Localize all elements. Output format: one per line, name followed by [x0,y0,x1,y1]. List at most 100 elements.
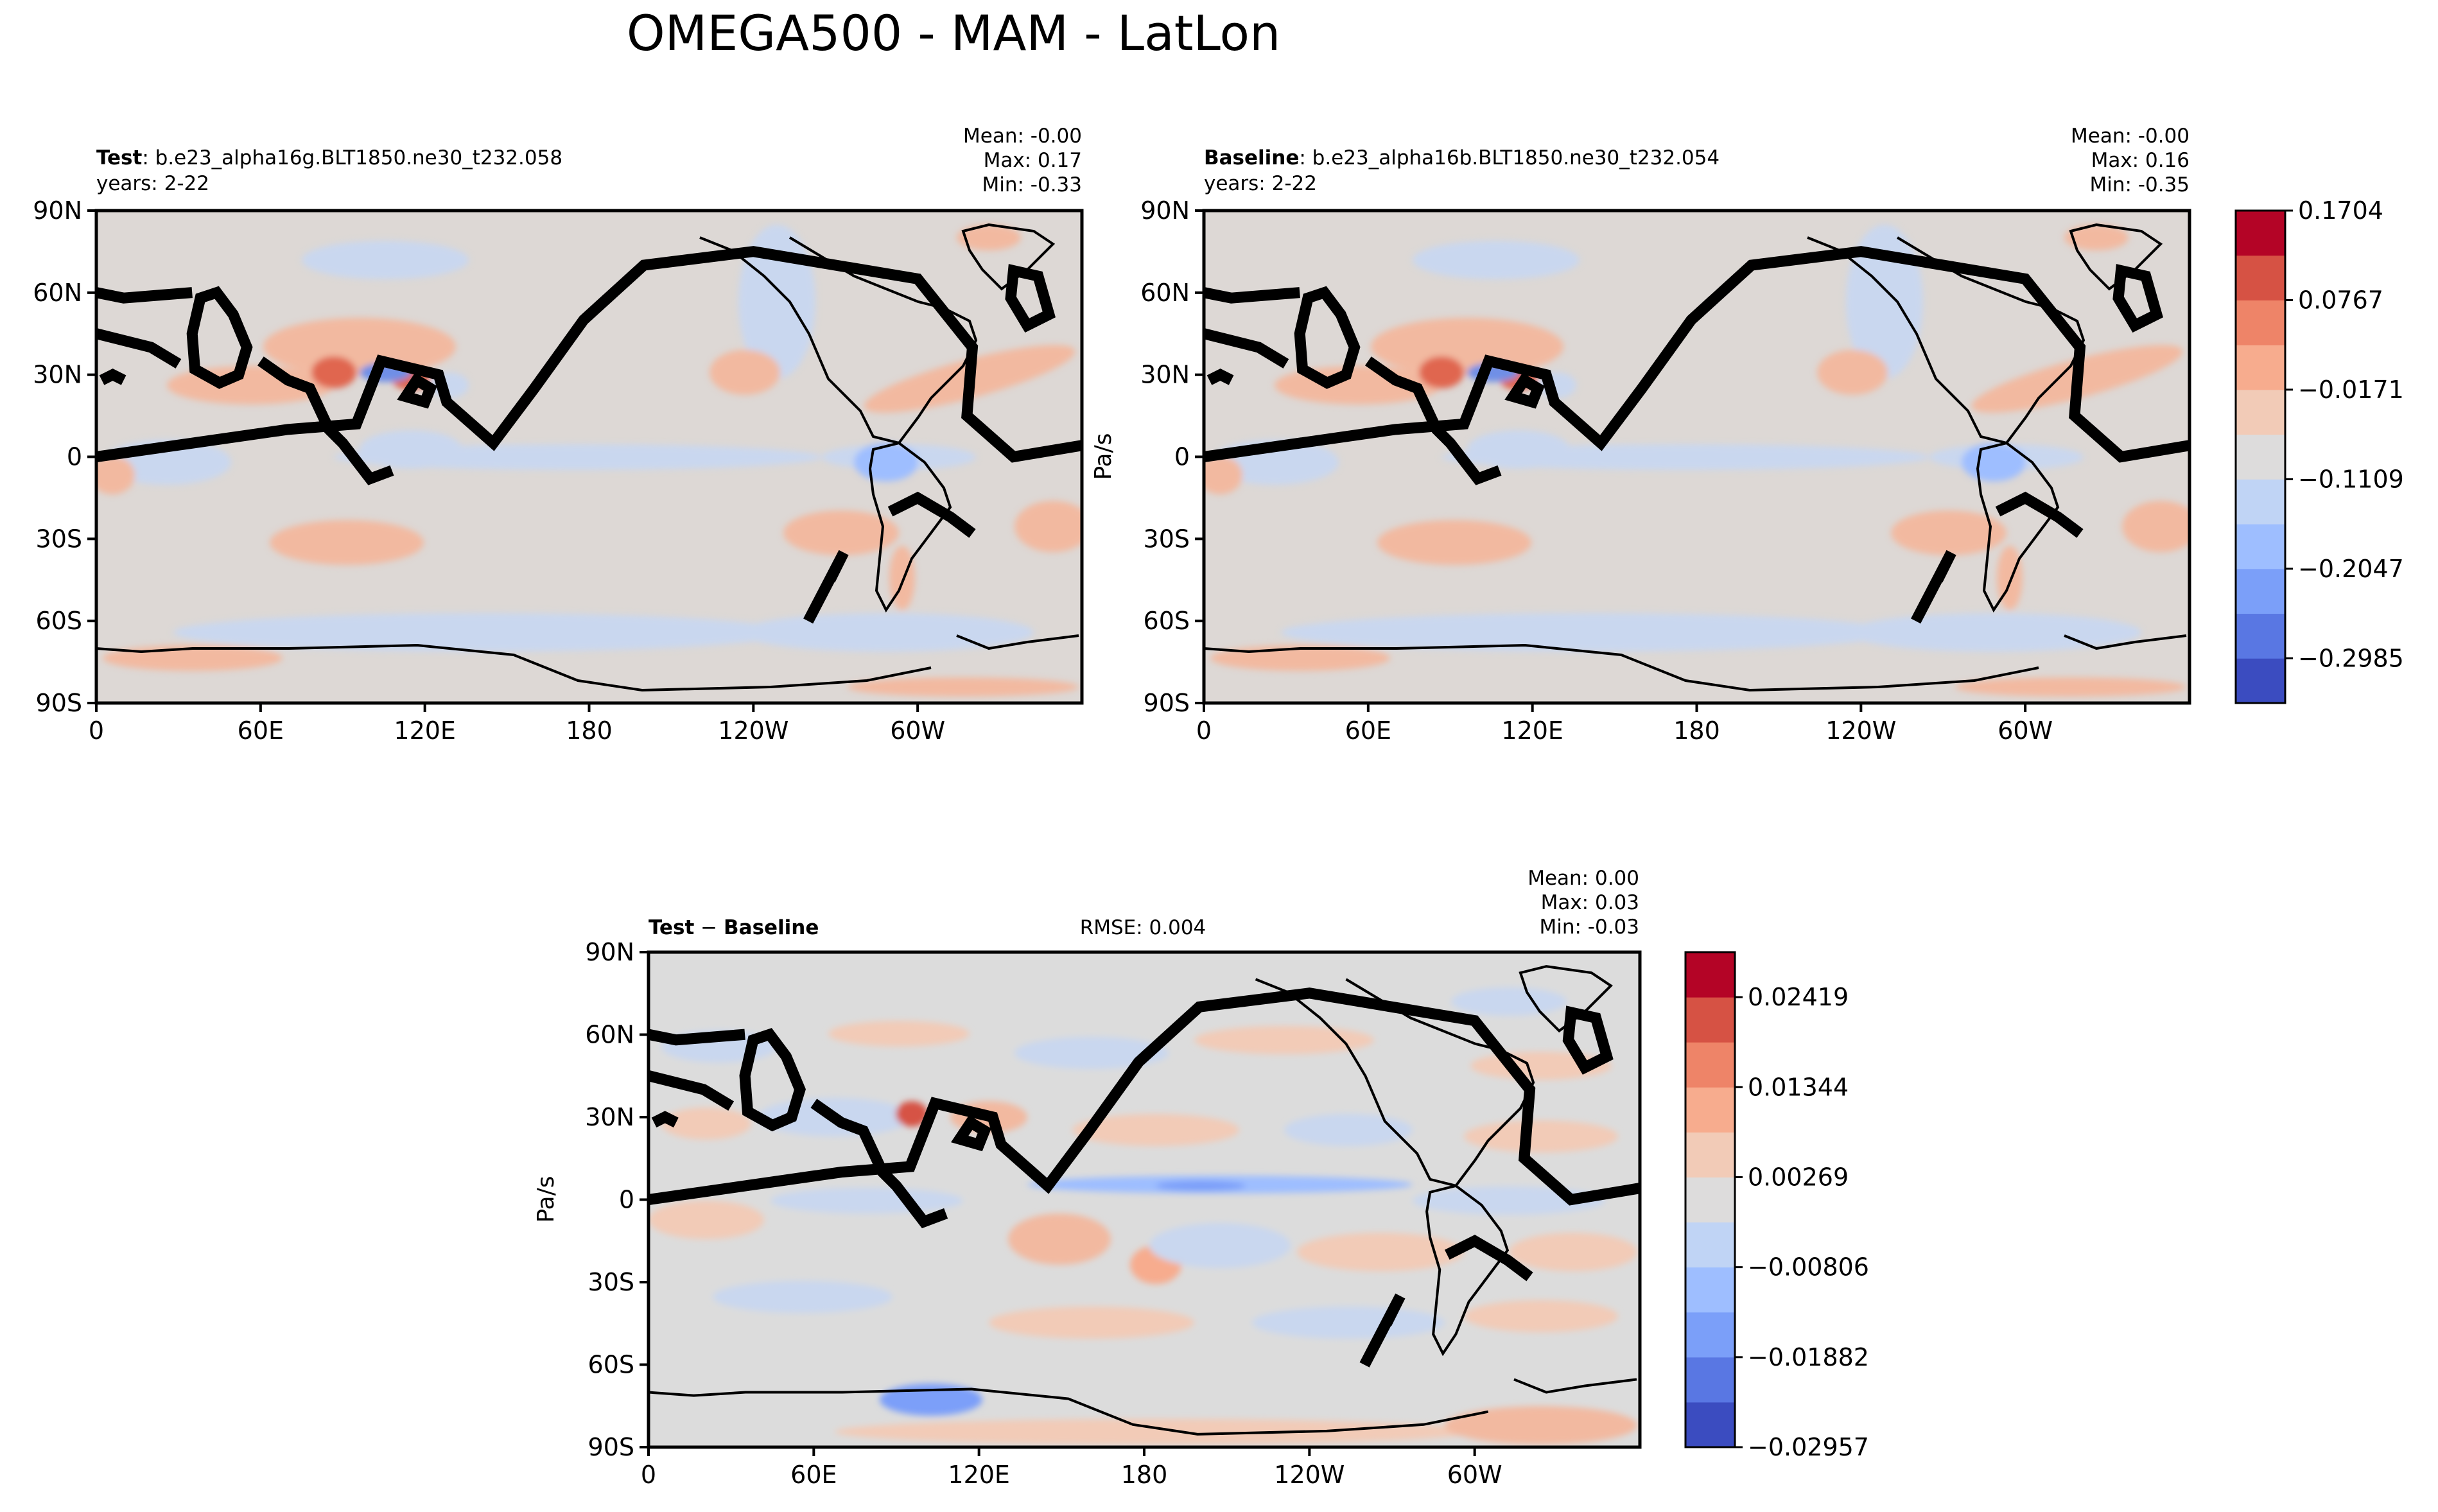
panel-baseline-x-ticks: 0 60E 120E 180 120W 60W [1196,703,2053,745]
panel-baseline-ylabel: Pa/s [1090,433,1117,480]
y-tick-label: 90N [1140,196,1190,225]
panel-diff-map [649,952,1640,1447]
x-tick-label: 180 [566,717,613,745]
y-tick-label: 0 [1174,443,1190,471]
colorbar-bin [2236,524,2285,569]
x-tick-label: 0 [89,717,104,745]
y-tick-label: 90S [588,1433,634,1461]
colorbar-tick-label: 0.02419 [1748,983,1849,1011]
panel-baseline: Baseline: b.e23_alpha16b.BLT1850.ne30_t2… [1090,125,2191,745]
panel-diff-mean: Mean: 0.00 [1528,867,1639,890]
colorbar-bin [1685,1087,1735,1133]
x-tick-label: 60E [1345,717,1391,745]
panel-diff-label-a: Test [649,916,695,939]
x-tick-label: 120E [1501,717,1563,745]
y-tick-label: 30N [585,1103,634,1131]
panel-test-x-ticks: 0 60E 120E 180 120W 60W [89,703,945,745]
panel-baseline-map [1204,211,2190,703]
colorbar-tick-label: −0.2985 [2298,644,2404,672]
colorbar-diff: 0.02419 0.01344 0.00269 −0.00806 −0.01882 −0.… [1684,951,1869,1461]
x-tick-label: 60W [1998,717,2053,745]
y-tick-label: 30N [33,361,82,389]
figure-title: OMEGA500 - MAM - LatLon [627,4,1280,62]
colorbar-bin [1685,1357,1735,1403]
colorbar-tick-label: −0.2047 [2298,555,2404,583]
y-tick-label: 60S [36,607,82,635]
x-tick-label: 180 [1673,717,1720,745]
colorbar-bin [2236,389,2285,435]
colorbar-frame [1684,951,1736,1448]
colorbar-tick-label: 0.1704 [2298,196,2383,225]
x-tick-label: 120E [394,717,456,745]
x-tick-label: 0 [1196,717,1212,745]
panel-baseline-max: Max: 0.16 [2091,149,2190,172]
colorbar-bin [2236,434,2285,480]
panel-diff-label-sep: − [694,916,724,939]
panel-diff-max: Max: 0.03 [1541,891,1639,914]
colorbar-bin [1685,1402,1735,1448]
colorbar-bin [1685,1222,1735,1268]
colorbar-bin [1685,952,1735,998]
y-tick-label: 60N [33,279,82,307]
colorbar-tick-label: 0.0767 [2298,286,2383,314]
panel-test-label-rest: : b.e23_alpha16g.BLT1850.ne30_t232.058 [142,146,562,169]
panel-baseline-americas [1204,223,2187,692]
y-tick-label: 60N [1140,279,1190,307]
panel-baseline-years: years: 2-22 [1204,172,1317,195]
panel-test-y-ticks: 90N 60N 30N 0 30S 60S 90S [33,196,96,717]
panel-diff-y-ticks: 90N 60N 30N 0 30S 60S 90S [585,938,649,1461]
colorbar-bin [1685,997,1735,1043]
panel-test-min: Min: -0.33 [982,173,1082,196]
colorbar-bin [1685,1267,1735,1313]
y-tick-label: 90N [33,196,82,225]
panel-diff-rmse: RMSE: 0.004 [1080,916,1206,939]
x-tick-label: 0 [641,1461,656,1489]
panel-test-map [96,211,1082,703]
y-tick-label: 30S [1144,525,1190,553]
colorbar-bin [1685,1312,1735,1358]
colorbar-bin [1685,1177,1735,1223]
panel-baseline-label: Baseline: b.e23_alpha16b.BLT1850.ne30_t2… [1204,146,1720,169]
colorbar-frame [2234,209,2286,704]
colorbar-tick-label: −0.1109 [2298,465,2404,493]
y-tick-label: 30N [1140,361,1190,389]
x-tick-label: 60E [238,717,284,745]
panel-baseline-y-ticks: 90N 60N 30N 0 30S 60S 90S [1140,196,1204,717]
colorbar-bin [2236,568,2285,614]
colorbar-bin [2236,300,2285,345]
panel-diff-americas [649,965,1637,1436]
colorbar-bin [2236,255,2285,300]
colorbar-top: 0.1704 0.0767 −0.0171 −0.1109 −0.2047 −0.2985 [2234,196,2404,704]
panel-baseline-mean: Mean: -0.00 [2071,125,2190,148]
colorbar-tick-label: −0.01882 [1748,1343,1869,1371]
colorbar-bin [2236,345,2285,390]
panel-diff-x-ticks: 0 60E 120E 180 120W 60W [641,1447,1502,1489]
colorbar-tick-label: −0.0171 [2298,376,2404,404]
panel-baseline-min: Min: -0.35 [2089,173,2190,196]
panel-diff-field [649,987,1637,1445]
colorbar-bin [2236,613,2285,659]
colorbar-bin [1685,1132,1735,1177]
colorbar-tick-label: −0.02957 [1748,1433,1869,1461]
panel-test-mean: Mean: -0.00 [963,125,1082,148]
panel-baseline-label-rest: : b.e23_alpha16b.BLT1850.ne30_t232.054 [1299,146,1720,169]
panel-baseline-label-bold: Baseline [1204,146,1299,169]
y-tick-label: 60S [1144,607,1190,635]
x-tick-label: 120W [1825,717,1896,745]
y-tick-label: 30S [588,1268,634,1296]
panel-diff: Test − Baseline RMSE: 0.004 Mean: 0.00 M… [533,867,1642,1489]
x-tick-label: 60W [1447,1461,1502,1489]
colorbar-bin [2236,479,2285,525]
x-tick-label: 120E [948,1461,1010,1489]
colorbar-tick-label: 0.00269 [1748,1163,1849,1191]
y-tick-label: 0 [619,1186,634,1214]
panel-test-years: years: 2-22 [96,172,209,195]
panel-test: Test: b.e23_alpha16g.BLT1850.ne30_t232.0… [33,125,1084,745]
colorbar-tick-label: 0.01344 [1748,1073,1849,1101]
x-tick-label: 60E [790,1461,837,1489]
y-tick-label: 60S [588,1351,634,1379]
x-tick-label: 120W [718,717,788,745]
panel-diff-ylabel: Pa/s [533,1176,559,1222]
y-tick-label: 90S [1144,689,1190,717]
